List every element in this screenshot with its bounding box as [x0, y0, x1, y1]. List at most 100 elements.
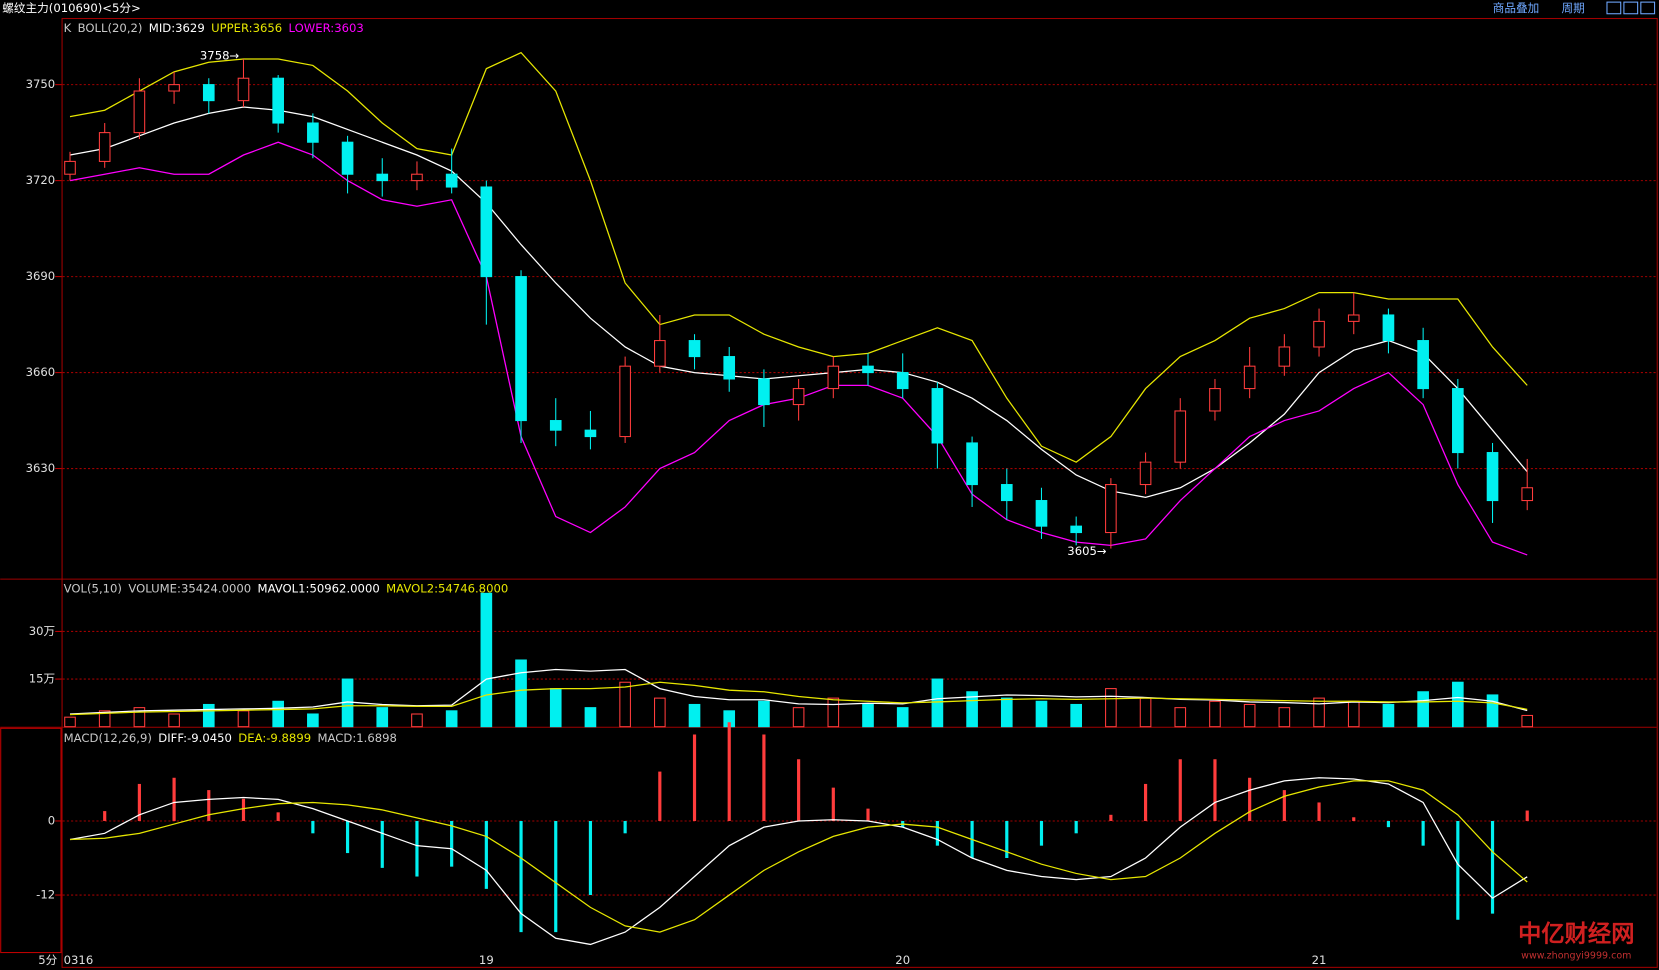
volume-bar	[931, 678, 944, 728]
volume-bar	[1313, 697, 1325, 728]
volume-bar	[758, 700, 770, 728]
x-tick-label: 21	[1312, 953, 1327, 967]
volume-bar	[1174, 707, 1187, 728]
y-tick-label: 3750	[26, 77, 56, 91]
candle-body	[480, 186, 493, 278]
volume-bar	[862, 703, 874, 728]
candle-body	[307, 122, 319, 143]
candle-body	[792, 388, 805, 406]
window-button[interactable]	[1606, 1, 1622, 15]
volume-bar	[792, 707, 805, 728]
candle-body	[1417, 340, 1429, 390]
y-tick-label: 0	[48, 813, 55, 827]
legend-entry: LOWER:3603	[289, 21, 364, 35]
candle-body	[1209, 388, 1221, 412]
candle-body	[1452, 388, 1464, 454]
period-button[interactable]: 周期	[1561, 1, 1584, 15]
candle-body	[584, 429, 597, 438]
legend-entry: BOLL(20,2)	[78, 21, 143, 35]
candle-body	[237, 77, 250, 102]
volume-bar	[168, 713, 180, 728]
volume-bar	[133, 707, 146, 728]
legend-entry: DEA:-9.8899	[238, 731, 311, 745]
volume-bar	[827, 697, 840, 728]
candle-body	[272, 77, 284, 124]
candle-body	[133, 90, 146, 134]
x-unit: 5分	[38, 953, 57, 967]
volume-bar	[1382, 703, 1395, 728]
volume-bar	[1452, 681, 1464, 728]
candle-body	[1347, 314, 1360, 322]
volume-bar	[64, 716, 76, 728]
candle-body	[341, 141, 354, 175]
volume-bar	[584, 707, 597, 728]
volume-bar	[307, 713, 319, 728]
volume-bar	[237, 710, 250, 728]
x-tick-label: 19	[479, 953, 494, 967]
legend-entry: MID:3629	[149, 21, 205, 35]
x-tick-label: 20	[895, 953, 910, 967]
legend-entry: VOL(5,10)	[64, 582, 122, 596]
volume-bar	[376, 707, 389, 728]
candle-body	[619, 365, 631, 438]
volume-bar	[272, 700, 284, 728]
candle-body	[64, 160, 76, 175]
candle-body	[1243, 365, 1256, 390]
candle-body	[202, 84, 215, 102]
axis-box	[0, 727, 62, 954]
candle-body	[1070, 525, 1082, 534]
window-button[interactable]	[1640, 1, 1656, 15]
legend-entry: UPPER:3656	[211, 21, 282, 35]
volume-bar	[1243, 703, 1256, 728]
volume-bar	[445, 710, 458, 728]
x-tick-label: 0316	[64, 953, 94, 967]
candle-body	[98, 132, 111, 162]
legend-entry: VOLUME:35424.0000	[128, 582, 251, 596]
candle-body	[411, 173, 423, 182]
volume-bar	[1139, 697, 1152, 728]
legend-entry: K	[64, 21, 72, 35]
candle-body	[862, 365, 874, 374]
candle-body	[723, 356, 736, 380]
volume-bar	[1035, 700, 1048, 728]
volume-bar	[411, 713, 423, 728]
y-tick-label: 15万	[29, 672, 55, 686]
candle-body	[1105, 484, 1117, 534]
volume-bar	[1105, 688, 1117, 728]
legend-entry: DIFF:-9.0450	[158, 731, 232, 745]
legend-entry: MAVOL2:54746.8000	[386, 582, 508, 596]
volume-bar	[1070, 703, 1082, 728]
indicator-line	[69, 780, 1528, 933]
volume-bar	[549, 688, 562, 728]
candle-body	[1313, 320, 1325, 348]
legend-entry: MACD:1.6898	[317, 731, 396, 745]
y-tick-label: 3660	[26, 365, 56, 379]
watermark-title: 中亿财经网	[1518, 921, 1634, 948]
volume-bar	[896, 707, 909, 728]
candle-body	[549, 420, 562, 431]
watermark-url: www.zhongyi9999.com	[1521, 951, 1631, 962]
candle-body	[688, 340, 701, 358]
candle-body	[1174, 410, 1187, 463]
candle-body	[827, 365, 840, 390]
window-title: 螺纹主力(010690)<5分>	[2, 1, 140, 15]
legend-entry: MAVOL1:50962.0000	[258, 582, 380, 596]
y-tick-label: -12	[36, 888, 55, 902]
candle-body	[1521, 487, 1534, 502]
y-tick-label: 3630	[26, 461, 56, 475]
window-button[interactable]	[1623, 1, 1639, 15]
candle-body	[168, 84, 180, 92]
volume-bar	[688, 703, 701, 728]
y-tick-label: 3720	[26, 173, 56, 187]
volume-bar	[1417, 691, 1429, 728]
overlay-button[interactable]: 商品叠加	[1493, 1, 1540, 15]
candle-body	[1382, 314, 1395, 342]
candle-body	[1139, 461, 1152, 486]
candle-body	[654, 340, 666, 367]
candle-body	[931, 388, 944, 444]
candle-body	[758, 378, 770, 406]
indicator-line	[69, 668, 1528, 715]
candle-body	[1035, 500, 1048, 527]
